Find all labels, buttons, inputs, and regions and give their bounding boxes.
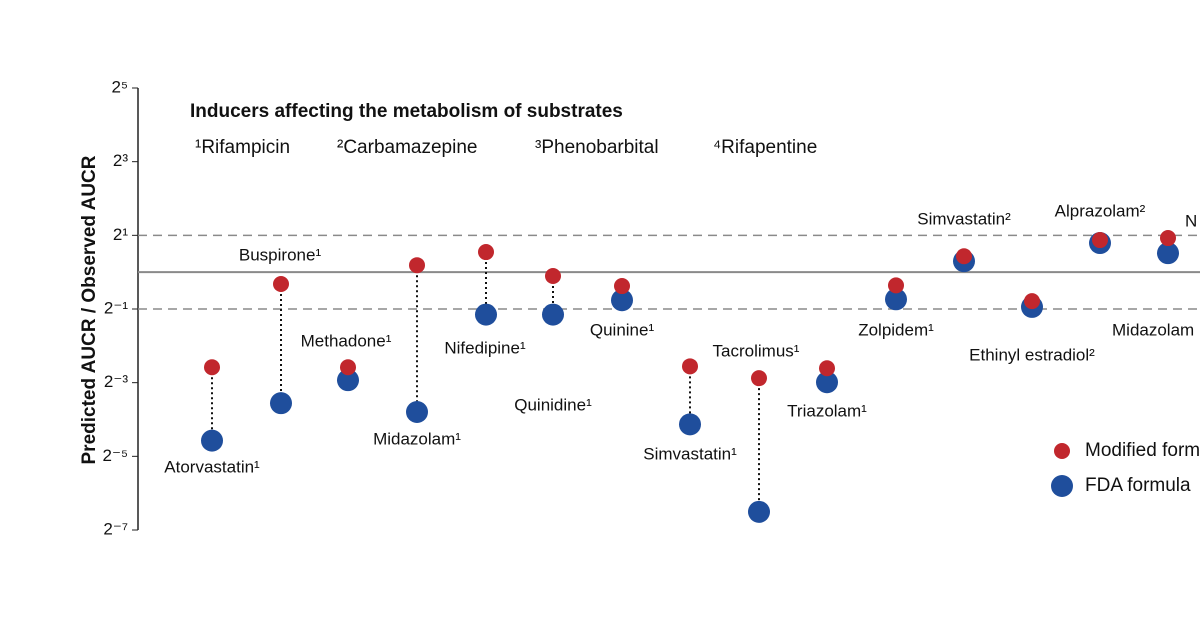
dot — [273, 276, 289, 293]
point-label: Quinidine¹ — [514, 395, 592, 414]
dot — [201, 429, 223, 452]
dot — [1024, 293, 1040, 310]
point-label: Midazolam¹ — [373, 429, 461, 448]
dot — [611, 289, 633, 312]
point-label: Triazolam¹ — [787, 401, 867, 420]
dot — [885, 288, 907, 311]
dot — [679, 413, 701, 436]
y-tick-label: 2⁻⁷ — [103, 519, 128, 538]
point-label: Nifedipine¹ — [444, 338, 526, 357]
dot — [406, 400, 428, 423]
legend-marker — [1054, 443, 1070, 459]
dot — [1157, 242, 1179, 265]
dot — [475, 303, 497, 326]
y-tick-label: 2³ — [113, 151, 128, 170]
dot — [956, 248, 972, 265]
dot — [614, 278, 630, 295]
subtitle-item: ¹Rifampicin — [195, 137, 290, 158]
y-tick-label: 2⁵ — [111, 77, 128, 96]
point-label: Buspirone¹ — [239, 245, 322, 264]
dot — [409, 257, 425, 274]
dot — [682, 358, 698, 375]
y-tick-label: 2⁻³ — [104, 372, 128, 391]
y-tick-label: 2⁻⁵ — [103, 446, 128, 465]
subtitle-item: ²Carbamazepine — [337, 137, 477, 158]
subtitle-item: ⁴Rifapentine — [713, 137, 817, 158]
dot — [888, 277, 904, 294]
point-label: Tacrolimus¹ — [713, 341, 800, 360]
legend-label: Modified formula — [1085, 440, 1200, 461]
point-label: Ethinyl estradiol² — [969, 345, 1095, 364]
dot — [340, 359, 356, 376]
dot — [270, 392, 292, 415]
dot — [819, 360, 835, 377]
legend-label: FDA formula — [1085, 475, 1191, 496]
point-label: Atorvastatin¹ — [164, 457, 260, 476]
dot — [751, 370, 767, 387]
dot — [1092, 232, 1108, 249]
point-label: Methadone¹ — [301, 331, 392, 350]
legend-marker — [1051, 475, 1073, 497]
point-label: N — [1185, 211, 1197, 230]
dot — [542, 303, 564, 326]
dot — [748, 500, 770, 523]
dot — [545, 268, 561, 285]
dot — [337, 369, 359, 392]
point-label: Quinine¹ — [590, 320, 655, 339]
point-label: Midazolam — [1112, 320, 1194, 339]
y-tick-label: 2¹ — [113, 225, 128, 244]
point-label: Simvastatin¹ — [643, 444, 737, 463]
point-label: Simvastatin² — [917, 209, 1011, 228]
dot — [204, 359, 220, 376]
dot — [816, 371, 838, 394]
y-axis-label: Predicted AUCR / Observed AUCR — [79, 155, 100, 464]
subtitle-item: ³Phenobarbital — [535, 137, 659, 158]
dot — [478, 244, 494, 261]
y-tick-label: 2⁻¹ — [104, 298, 128, 317]
chart-title: Inducers affecting the metabolism of sub… — [190, 101, 623, 122]
dot — [1160, 230, 1176, 247]
point-label: Alprazolam² — [1055, 201, 1146, 220]
point-label: Zolpidem¹ — [858, 320, 934, 339]
